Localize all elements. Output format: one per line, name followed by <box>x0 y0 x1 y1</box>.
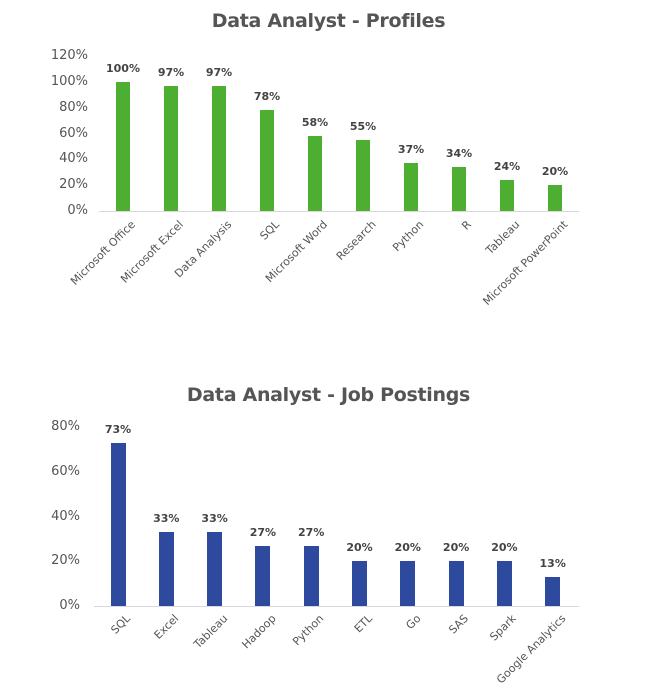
bar-value-label: 20% <box>491 541 518 555</box>
x-category-label: SQL <box>108 612 133 637</box>
chart-title: Data Analyst - Job Postings <box>186 384 471 406</box>
bar <box>352 561 367 606</box>
bar-value-label: 20% <box>394 541 421 555</box>
x-category-label: Spark <box>487 612 520 644</box>
y-tick-label: 0% <box>67 203 88 218</box>
bar-value-label: 100% <box>106 62 140 75</box>
bar-value-label: 27% <box>249 525 277 539</box>
bar <box>116 82 130 211</box>
y-tick-label: 80% <box>59 99 88 115</box>
bar <box>548 185 562 211</box>
bar <box>448 561 464 606</box>
bar-value-label: 97% <box>157 65 185 79</box>
chart-title: Data Analyst - Profiles <box>211 10 446 32</box>
bar-value-label: 24% <box>493 160 521 174</box>
bar-value-label: 78% <box>253 90 281 104</box>
bar-value-label: 33% <box>153 512 180 526</box>
bar-value-label: 37% <box>397 143 425 157</box>
bar <box>308 136 322 211</box>
x-category-label: ETL <box>351 612 375 636</box>
y-tick-label: 40% <box>51 508 80 524</box>
x-axis-line <box>94 606 579 607</box>
bar-value-label: 73% <box>104 422 132 436</box>
bar-value-label: 20% <box>442 541 470 555</box>
bar <box>260 110 274 211</box>
bar <box>500 180 514 211</box>
profiles-chart: Data Analyst - Profiles 0% 20% 40% 60% 80% 10… <box>0 0 657 340</box>
y-tick-label: 60% <box>59 125 88 141</box>
bar <box>158 532 174 606</box>
bar <box>545 576 561 606</box>
x-category-label: Python <box>290 612 327 649</box>
bar-value-label: 27% <box>298 525 325 539</box>
bar <box>212 85 226 211</box>
y-tick-label: 0% <box>59 598 80 613</box>
bar-value-label: 97% <box>205 65 233 79</box>
bar <box>400 561 416 606</box>
bar-value-label: 20% <box>541 165 569 179</box>
bar <box>404 163 418 211</box>
bar-value-label: 34% <box>445 147 473 161</box>
x-category-label: SAS <box>446 612 471 637</box>
y-tick-label: 120% <box>50 48 88 64</box>
x-category-label: Excel <box>151 612 182 642</box>
bar <box>496 561 512 606</box>
y-tick-label: 20% <box>59 177 88 193</box>
bar <box>452 167 466 211</box>
bar-value-label: 55% <box>349 120 377 134</box>
y-tick-label: 80% <box>51 419 80 434</box>
bar <box>207 532 223 606</box>
bar <box>356 140 370 211</box>
x-category-label: Tableau <box>190 612 230 652</box>
x-axis-line <box>99 211 579 212</box>
bar <box>255 545 271 606</box>
x-category-label: Go <box>403 612 424 632</box>
bar <box>303 545 319 606</box>
y-tick-label: 100% <box>50 74 88 89</box>
bar-value-label: 20% <box>346 541 373 555</box>
bar-value-label: 13% <box>539 556 566 570</box>
y-tick-label: 60% <box>51 463 80 479</box>
y-tick-label: 40% <box>59 151 88 167</box>
bar-value-label: 58% <box>301 116 329 130</box>
bar <box>164 85 178 211</box>
bar <box>110 442 126 606</box>
bar-value-label: 33% <box>201 512 228 526</box>
y-tick-label: 20% <box>51 553 80 569</box>
x-category-label: Hadoop <box>239 612 279 652</box>
